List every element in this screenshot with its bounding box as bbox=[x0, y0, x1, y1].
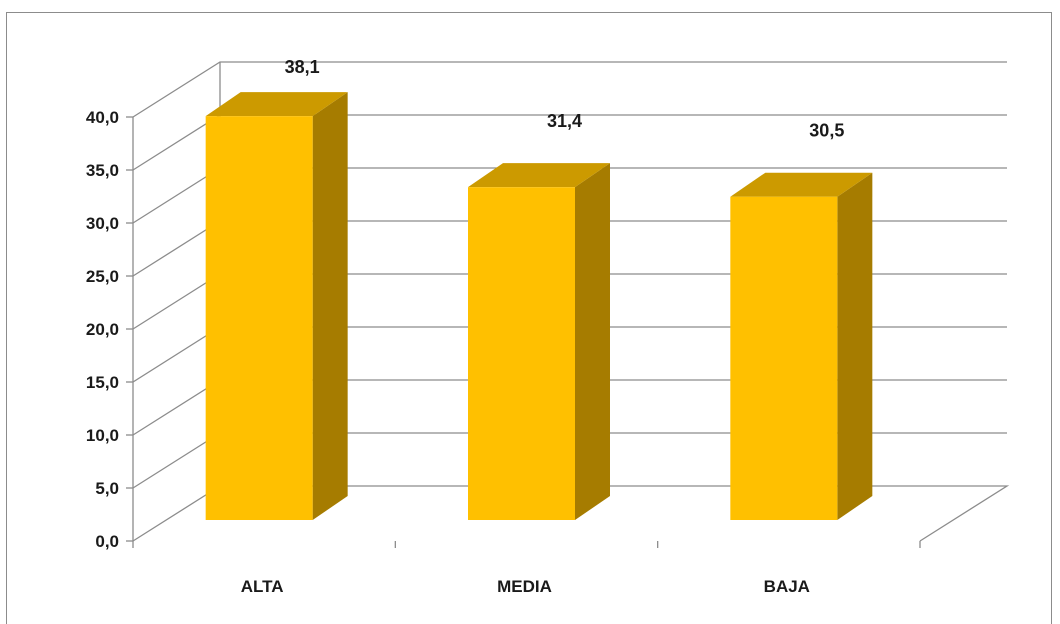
y-tick-label: 35,0 bbox=[86, 161, 119, 180]
x-category-label: ALTA bbox=[241, 577, 284, 596]
x-axis-category-labels: ALTA MEDIA BAJA bbox=[241, 577, 810, 596]
y-axis-tick-labels: 0,0 5,0 10,0 15,0 20,0 25,0 30,0 35,0 40,0 bbox=[86, 108, 119, 551]
chart-bars bbox=[205, 92, 873, 520]
y-tick-label: 20,0 bbox=[86, 320, 119, 339]
y-tick-label: 5,0 bbox=[95, 479, 119, 498]
bar-side-face bbox=[312, 92, 348, 520]
bar-top-face bbox=[468, 163, 610, 188]
chart-data-labels: 38,1 31,4 30,5 bbox=[285, 57, 845, 141]
y-tick-label: 30,0 bbox=[86, 214, 119, 233]
bar-value-label: 31,4 bbox=[547, 111, 582, 131]
bar bbox=[730, 196, 838, 520]
x-category-label: MEDIA bbox=[497, 577, 552, 596]
y-tick-label: 10,0 bbox=[86, 426, 119, 445]
bar-side-face bbox=[575, 163, 610, 520]
y-tick-label: 40,0 bbox=[86, 108, 119, 127]
bar-top-face bbox=[205, 92, 348, 117]
bar bbox=[468, 187, 575, 520]
y-tick-label: 25,0 bbox=[86, 267, 119, 286]
floor-gridline bbox=[132, 485, 1010, 542]
bar-value-label: 38,1 bbox=[285, 57, 320, 77]
y-tick-label: 15,0 bbox=[86, 373, 119, 392]
bar bbox=[205, 116, 313, 520]
bar-top-face bbox=[730, 172, 873, 197]
x-category-label: BAJA bbox=[764, 577, 810, 596]
y-tick-label: 0,0 bbox=[95, 532, 119, 551]
bar-side-face bbox=[837, 172, 873, 520]
bar-value-label: 30,5 bbox=[809, 121, 844, 141]
